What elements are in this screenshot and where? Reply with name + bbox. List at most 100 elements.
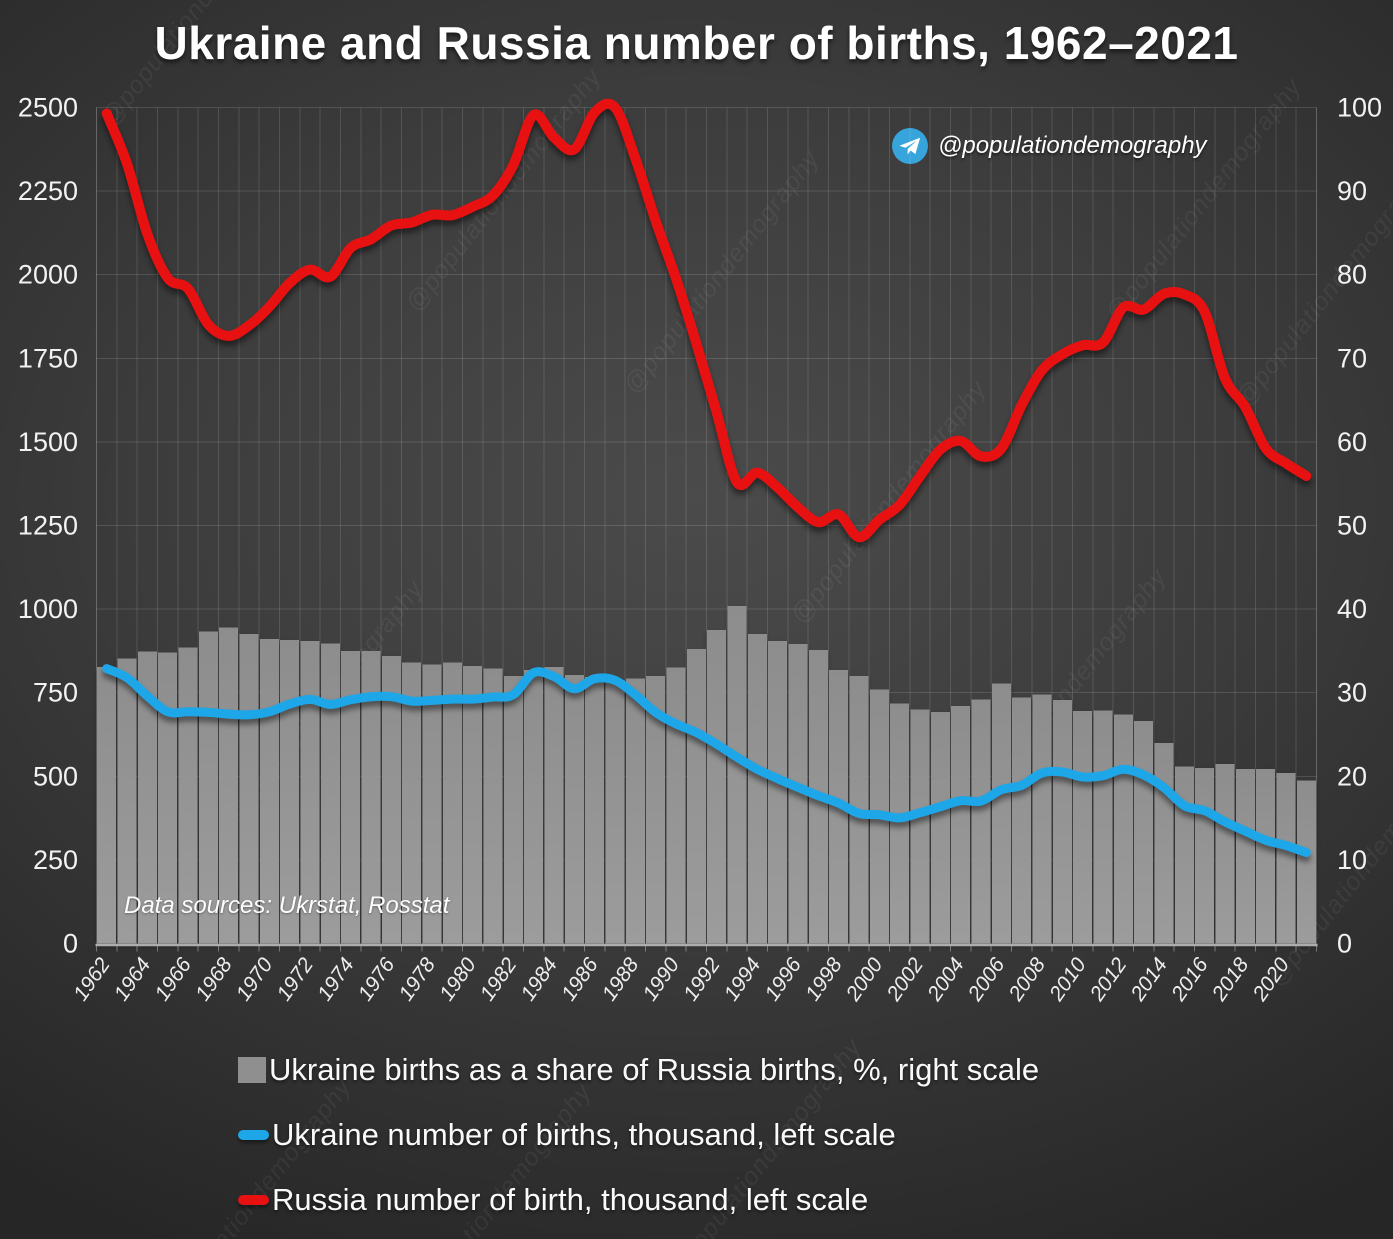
bar-1966 xyxy=(178,647,198,944)
svg-text:1982: 1982 xyxy=(476,953,522,1005)
svg-text:1996: 1996 xyxy=(760,953,806,1005)
legend-label-share: Ukraine births as a share of Russia birt… xyxy=(269,1051,1040,1087)
bar-1993 xyxy=(727,605,747,944)
svg-text:500: 500 xyxy=(33,761,78,791)
bar-2014 xyxy=(1154,742,1174,944)
bar-1994 xyxy=(747,634,767,944)
svg-text:2250: 2250 xyxy=(18,176,78,206)
telegram-badge[interactable]: @populationdemography xyxy=(891,127,1207,165)
legend: Ukraine births as a share of Russia birt… xyxy=(238,1037,1039,1232)
svg-text:1976: 1976 xyxy=(354,953,400,1005)
bar-2006 xyxy=(991,683,1011,944)
data-sources-note: Data sources: Ukrstat, Rosstat xyxy=(124,892,450,919)
svg-text:1750: 1750 xyxy=(18,343,78,373)
svg-text:2004: 2004 xyxy=(923,954,969,1006)
bar-2021 xyxy=(1296,780,1316,944)
russia-line xyxy=(101,98,1312,543)
bar-2015 xyxy=(1174,766,1194,944)
bar-1977 xyxy=(402,662,422,944)
bar-1981 xyxy=(483,668,503,944)
svg-text:1962: 1962 xyxy=(69,953,115,1005)
bar-1974 xyxy=(341,650,361,944)
svg-text:2000: 2000 xyxy=(18,260,78,290)
bar-1976 xyxy=(381,655,401,944)
svg-text:1974: 1974 xyxy=(313,954,359,1005)
svg-text:1994: 1994 xyxy=(720,954,766,1005)
svg-text:250: 250 xyxy=(33,845,78,875)
bar-1964 xyxy=(137,651,157,944)
svg-text:20: 20 xyxy=(1337,761,1367,791)
legend-label-russia: Russia number of birth, thousand, left s… xyxy=(272,1181,869,1217)
svg-text:1500: 1500 xyxy=(18,427,78,457)
legend-marker-ukraine-line xyxy=(238,1129,269,1140)
bar-1986 xyxy=(585,676,605,944)
bar-2008 xyxy=(1032,694,1052,944)
bar-1988 xyxy=(625,678,645,944)
bar-1978 xyxy=(422,664,442,944)
svg-text:1992: 1992 xyxy=(679,953,725,1005)
bar-1962 xyxy=(97,666,117,944)
telegram-handle[interactable]: @populationdemography xyxy=(938,132,1207,159)
svg-text:2006: 2006 xyxy=(963,953,1009,1006)
bar-2004 xyxy=(951,706,971,944)
telegram-icon xyxy=(892,128,928,164)
svg-text:2018: 2018 xyxy=(1207,953,1253,1006)
bar-2017 xyxy=(1215,763,1235,944)
svg-text:60: 60 xyxy=(1337,427,1367,457)
right-axis-labels: 0 10 20 30 40 50 60 70 80 90 100 xyxy=(1337,93,1382,959)
ukraine-line xyxy=(102,664,1311,857)
svg-text:2000: 2000 xyxy=(841,953,887,1006)
svg-text:2014: 2014 xyxy=(1126,954,1172,1006)
svg-text:1984: 1984 xyxy=(516,954,562,1005)
svg-text:30: 30 xyxy=(1337,678,1367,708)
bar-2012 xyxy=(1113,714,1133,944)
svg-text:40: 40 xyxy=(1337,594,1367,624)
legend-item-russia: Russia number of birth, thousand, left s… xyxy=(238,1167,1039,1232)
svg-text:1990: 1990 xyxy=(638,953,684,1005)
svg-text:2016: 2016 xyxy=(1167,953,1213,1006)
svg-text:2020: 2020 xyxy=(1248,953,1294,1006)
births-combo-chart: 0250500750100012501500175020002250250001… xyxy=(18,93,1382,1006)
page-title: Ukraine and Russia number of births, 196… xyxy=(154,17,1239,69)
bar-1971 xyxy=(280,640,300,944)
legend-item-ukraine: Ukraine number of births, thousand, left… xyxy=(238,1102,1039,1167)
bar-1992 xyxy=(707,630,727,944)
bar-1979 xyxy=(442,662,462,944)
bar-2003 xyxy=(930,711,950,944)
svg-text:100: 100 xyxy=(1337,93,1382,123)
bar-1973 xyxy=(320,643,340,944)
svg-text:1970: 1970 xyxy=(232,953,278,1005)
legend-marker-bar xyxy=(238,1056,266,1083)
x-axis xyxy=(95,943,1318,952)
bar-1989 xyxy=(646,676,666,944)
bar-2009 xyxy=(1052,700,1072,944)
bar-1985 xyxy=(564,675,584,944)
svg-text:90: 90 xyxy=(1337,176,1367,206)
bar-2016 xyxy=(1195,767,1215,944)
svg-text:70: 70 xyxy=(1337,343,1367,373)
bar-1996 xyxy=(788,644,808,944)
bar-2018 xyxy=(1235,768,1255,944)
svg-text:1972: 1972 xyxy=(272,953,318,1005)
bar-2019 xyxy=(1256,768,1276,944)
bar-2007 xyxy=(1012,697,1032,944)
bar-1991 xyxy=(686,649,706,944)
bar-1982 xyxy=(503,676,523,944)
bar-1987 xyxy=(605,680,625,944)
svg-text:2002: 2002 xyxy=(882,953,928,1006)
svg-text:1978: 1978 xyxy=(394,953,440,1005)
svg-text:0: 0 xyxy=(1337,929,1352,959)
svg-text:50: 50 xyxy=(1337,511,1367,541)
svg-text:1250: 1250 xyxy=(18,511,78,541)
legend-label-ukraine: Ukraine number of births, thousand, left… xyxy=(272,1116,896,1152)
svg-text:1000: 1000 xyxy=(18,594,78,624)
svg-text:1968: 1968 xyxy=(191,953,237,1005)
bar-1980 xyxy=(463,665,483,944)
bar-2005 xyxy=(971,699,991,944)
svg-text:1988: 1988 xyxy=(598,953,644,1005)
bar-1984 xyxy=(544,666,564,944)
legend-item-share: Ukraine births as a share of Russia birt… xyxy=(238,1037,1039,1102)
bar-1983 xyxy=(524,670,544,944)
svg-text:10: 10 xyxy=(1337,845,1367,875)
